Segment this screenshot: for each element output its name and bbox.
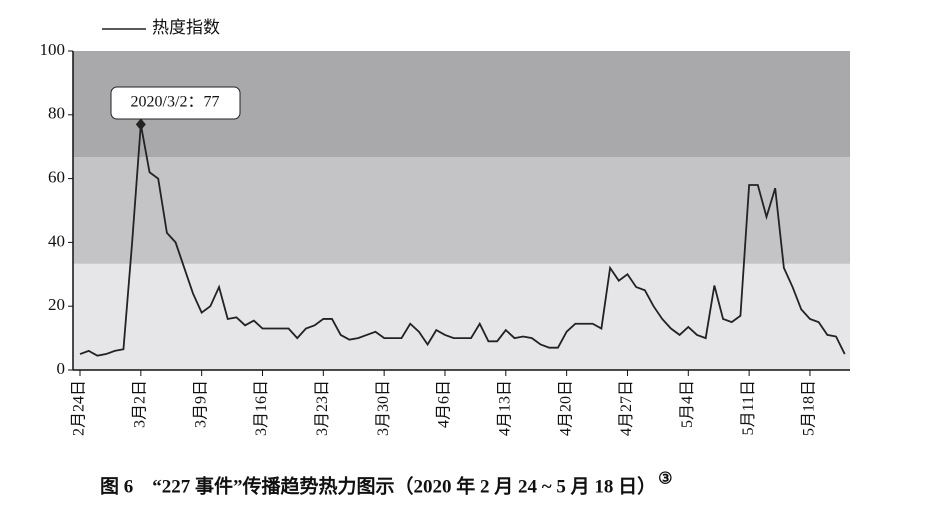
- x-tick-label: 3月16日: [253, 380, 270, 436]
- series-line: [79, 124, 846, 357]
- x-tick-label: 5月11日: [740, 380, 757, 435]
- x-tick-label: 4月27日: [618, 380, 635, 436]
- y-tick-label: 40: [48, 231, 65, 250]
- annotation-text: 2020/3/2：77: [131, 94, 220, 111]
- peak-marker: [135, 118, 146, 131]
- x-tick-label: 4月13日: [496, 380, 513, 436]
- x-tick-label: 3月23日: [314, 380, 331, 436]
- y-tick-label: 0: [57, 359, 66, 378]
- x-tick-label: 3月30日: [375, 380, 392, 436]
- legend-label: 热度指数: [152, 18, 220, 37]
- band: [73, 157, 850, 264]
- x-tick-label: 5月18日: [801, 380, 818, 436]
- x-tick-label: 2月24日: [71, 380, 88, 436]
- y-tick-label: 80: [48, 104, 65, 123]
- caption: 图 6 “227 事件”传播趋势热力图示（2020 年 2 月 24 ~ 5 月…: [100, 474, 656, 497]
- x-tick-label: 3月9日: [192, 380, 209, 428]
- caption-note: ③: [658, 471, 672, 488]
- y-tick-label: 20: [48, 295, 65, 314]
- y-tick-label: 60: [48, 168, 65, 187]
- x-tick-label: 4月6日: [436, 380, 453, 428]
- band: [73, 263, 850, 370]
- x-tick-label: 4月20日: [557, 380, 574, 436]
- annotation-box: [110, 86, 241, 120]
- x-tick-label: 5月4日: [679, 380, 696, 428]
- x-tick-label: 3月2日: [132, 380, 149, 428]
- y-tick-label: 100: [40, 40, 66, 59]
